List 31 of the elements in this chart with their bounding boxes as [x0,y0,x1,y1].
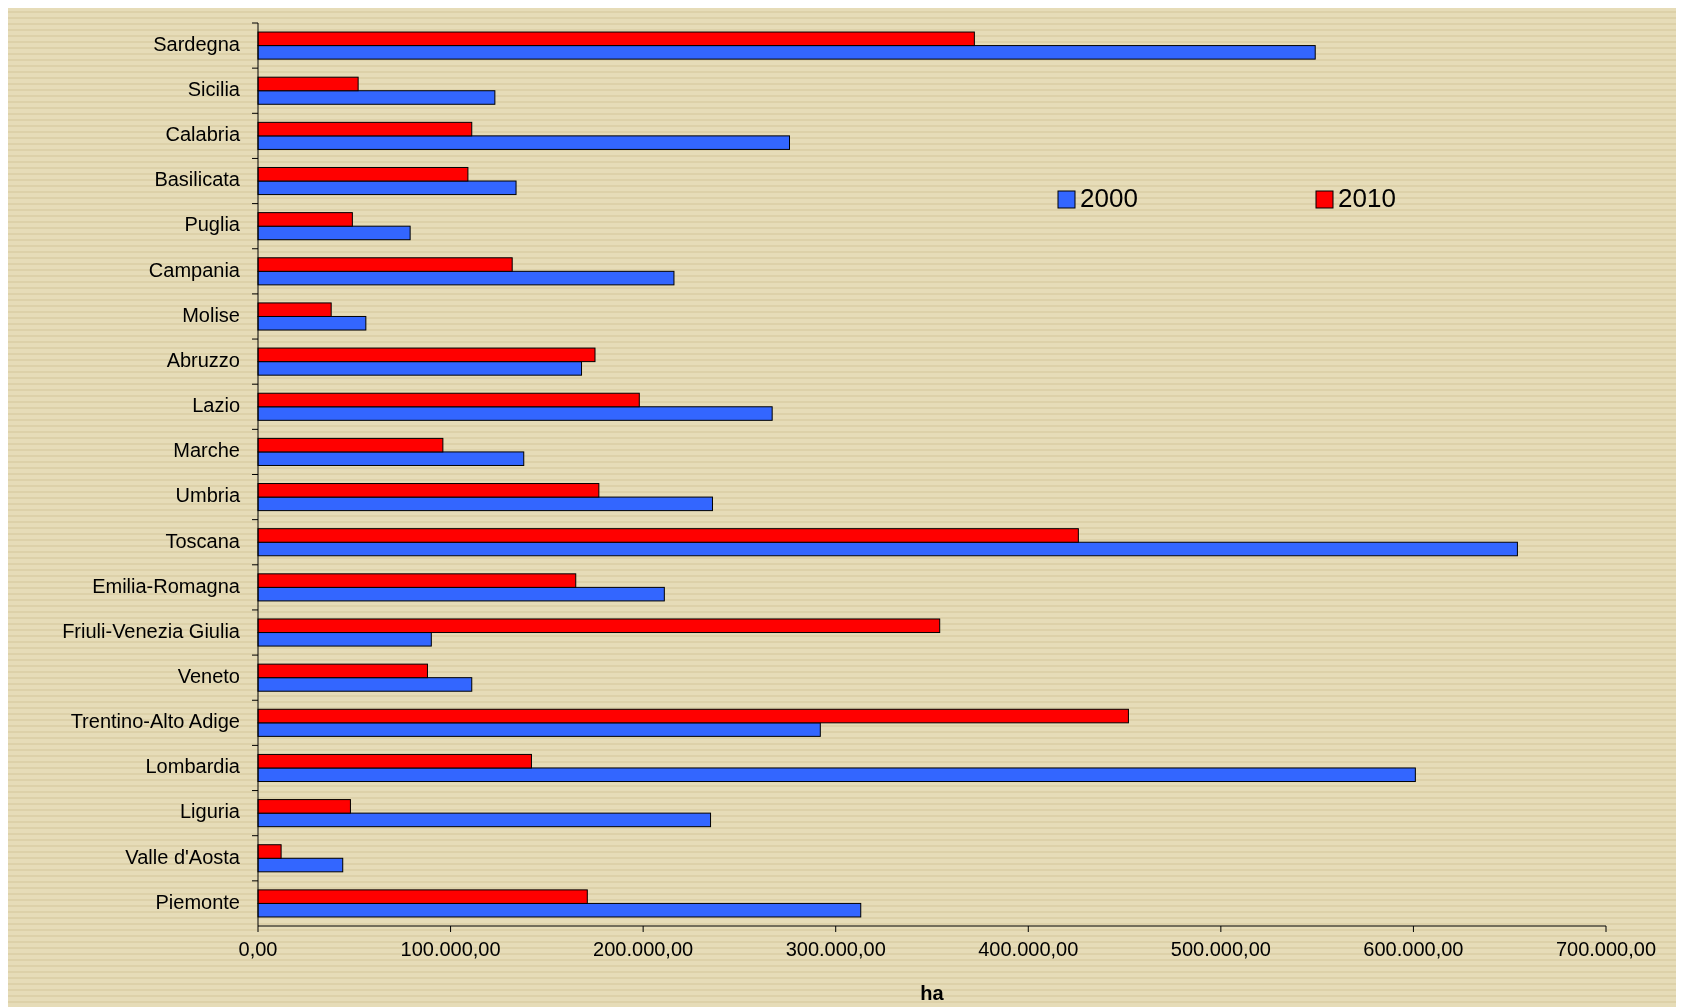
y-tick-label: Molise [182,303,240,326]
legend-label: 2000 [1080,182,1138,213]
y-tick-label: Marche [173,439,240,462]
x-tick-label: 300.000,00 [785,938,886,960]
x-axis-title: ha [920,982,945,1004]
x-tick-label: 100.000,00 [400,938,501,960]
y-tick-label: Emilia-Romagna [92,574,241,597]
y-tick-label: Campania [148,258,241,281]
y-tick-label: Sicilia [187,78,241,101]
y-tick-label: Liguria [179,800,241,823]
y-tick-label: Abruzzo [166,348,240,371]
y-tick-label: Valle d'Aosta [125,845,241,868]
x-tick-label: 0,00 [238,938,278,960]
x-tick-label: 400.000,00 [978,938,1079,960]
y-tick-label: Sardegna [153,32,241,55]
y-tick-label: Lazio [192,394,240,417]
y-tick-label: Trentino-Alto Adige [70,710,240,733]
y-tick-label: Lombardia [145,755,241,778]
y-tick-label: Umbria [175,484,241,507]
x-tick-label: 200.000,00 [593,938,694,960]
legend-label: 2010 [1338,182,1396,213]
y-tick-label: Piemonte [155,890,240,913]
y-tick-label: Toscana [165,529,241,552]
y-tick-label: Friuli-Venezia Giulia [62,619,241,642]
y-tick-label: Veneto [177,664,240,687]
y-tick-label: Calabria [165,123,241,146]
x-tick-label: 600.000,00 [1363,938,1464,960]
y-tick-label: Basilicata [154,168,241,191]
x-tick-label: 700.000,00 [1555,938,1657,960]
x-tick-label: 500.000,00 [1170,938,1271,960]
y-tick-label: Puglia [184,213,241,236]
